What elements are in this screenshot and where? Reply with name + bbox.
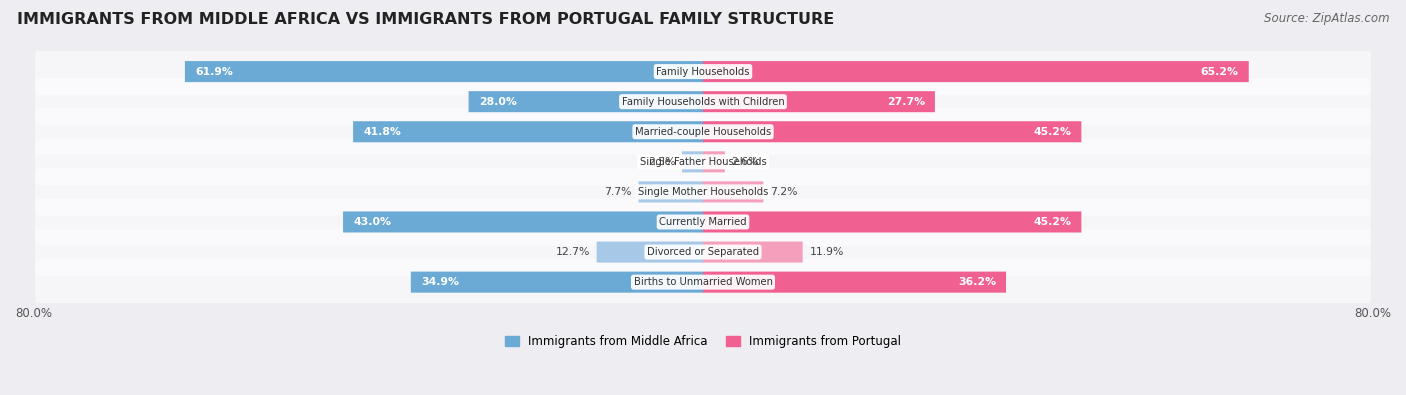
Text: 65.2%: 65.2% xyxy=(1201,67,1239,77)
Text: Family Households with Children: Family Households with Children xyxy=(621,97,785,107)
FancyBboxPatch shape xyxy=(35,168,1371,215)
Text: 27.7%: 27.7% xyxy=(887,97,925,107)
Text: 45.2%: 45.2% xyxy=(1033,217,1071,227)
Text: 34.9%: 34.9% xyxy=(420,277,458,287)
FancyBboxPatch shape xyxy=(703,211,1081,233)
Text: 28.0%: 28.0% xyxy=(478,97,516,107)
FancyBboxPatch shape xyxy=(703,91,935,112)
Text: 7.2%: 7.2% xyxy=(770,187,797,197)
FancyBboxPatch shape xyxy=(596,241,703,263)
Text: Divorced or Separated: Divorced or Separated xyxy=(647,247,759,257)
FancyBboxPatch shape xyxy=(703,151,725,172)
Text: Married-couple Households: Married-couple Households xyxy=(636,127,770,137)
FancyBboxPatch shape xyxy=(35,138,1371,185)
Text: 12.7%: 12.7% xyxy=(555,247,591,257)
Text: 45.2%: 45.2% xyxy=(1033,127,1071,137)
Legend: Immigrants from Middle Africa, Immigrants from Portugal: Immigrants from Middle Africa, Immigrant… xyxy=(501,331,905,353)
FancyBboxPatch shape xyxy=(35,199,1371,245)
FancyBboxPatch shape xyxy=(35,229,1371,276)
FancyBboxPatch shape xyxy=(343,211,703,233)
Text: 7.7%: 7.7% xyxy=(605,187,631,197)
FancyBboxPatch shape xyxy=(703,61,1249,82)
FancyBboxPatch shape xyxy=(353,121,703,142)
Text: 2.6%: 2.6% xyxy=(731,157,759,167)
Text: 36.2%: 36.2% xyxy=(957,277,995,287)
FancyBboxPatch shape xyxy=(703,121,1081,142)
Text: Source: ZipAtlas.com: Source: ZipAtlas.com xyxy=(1264,12,1389,25)
FancyBboxPatch shape xyxy=(703,241,803,263)
FancyBboxPatch shape xyxy=(703,272,1007,293)
Text: Births to Unmarried Women: Births to Unmarried Women xyxy=(634,277,772,287)
FancyBboxPatch shape xyxy=(682,151,703,172)
FancyBboxPatch shape xyxy=(703,181,763,202)
FancyBboxPatch shape xyxy=(35,108,1371,155)
FancyBboxPatch shape xyxy=(35,78,1371,125)
FancyBboxPatch shape xyxy=(411,272,703,293)
FancyBboxPatch shape xyxy=(186,61,703,82)
FancyBboxPatch shape xyxy=(35,259,1371,306)
Text: Single Mother Households: Single Mother Households xyxy=(638,187,768,197)
Text: Currently Married: Currently Married xyxy=(659,217,747,227)
Text: 43.0%: 43.0% xyxy=(353,217,391,227)
FancyBboxPatch shape xyxy=(638,181,703,202)
FancyBboxPatch shape xyxy=(35,48,1371,95)
Text: Single Father Households: Single Father Households xyxy=(640,157,766,167)
Text: 2.5%: 2.5% xyxy=(648,157,675,167)
Text: 11.9%: 11.9% xyxy=(810,247,844,257)
Text: IMMIGRANTS FROM MIDDLE AFRICA VS IMMIGRANTS FROM PORTUGAL FAMILY STRUCTURE: IMMIGRANTS FROM MIDDLE AFRICA VS IMMIGRA… xyxy=(17,12,834,27)
Text: 61.9%: 61.9% xyxy=(195,67,233,77)
Text: 41.8%: 41.8% xyxy=(363,127,401,137)
Text: Family Households: Family Households xyxy=(657,67,749,77)
FancyBboxPatch shape xyxy=(468,91,703,112)
